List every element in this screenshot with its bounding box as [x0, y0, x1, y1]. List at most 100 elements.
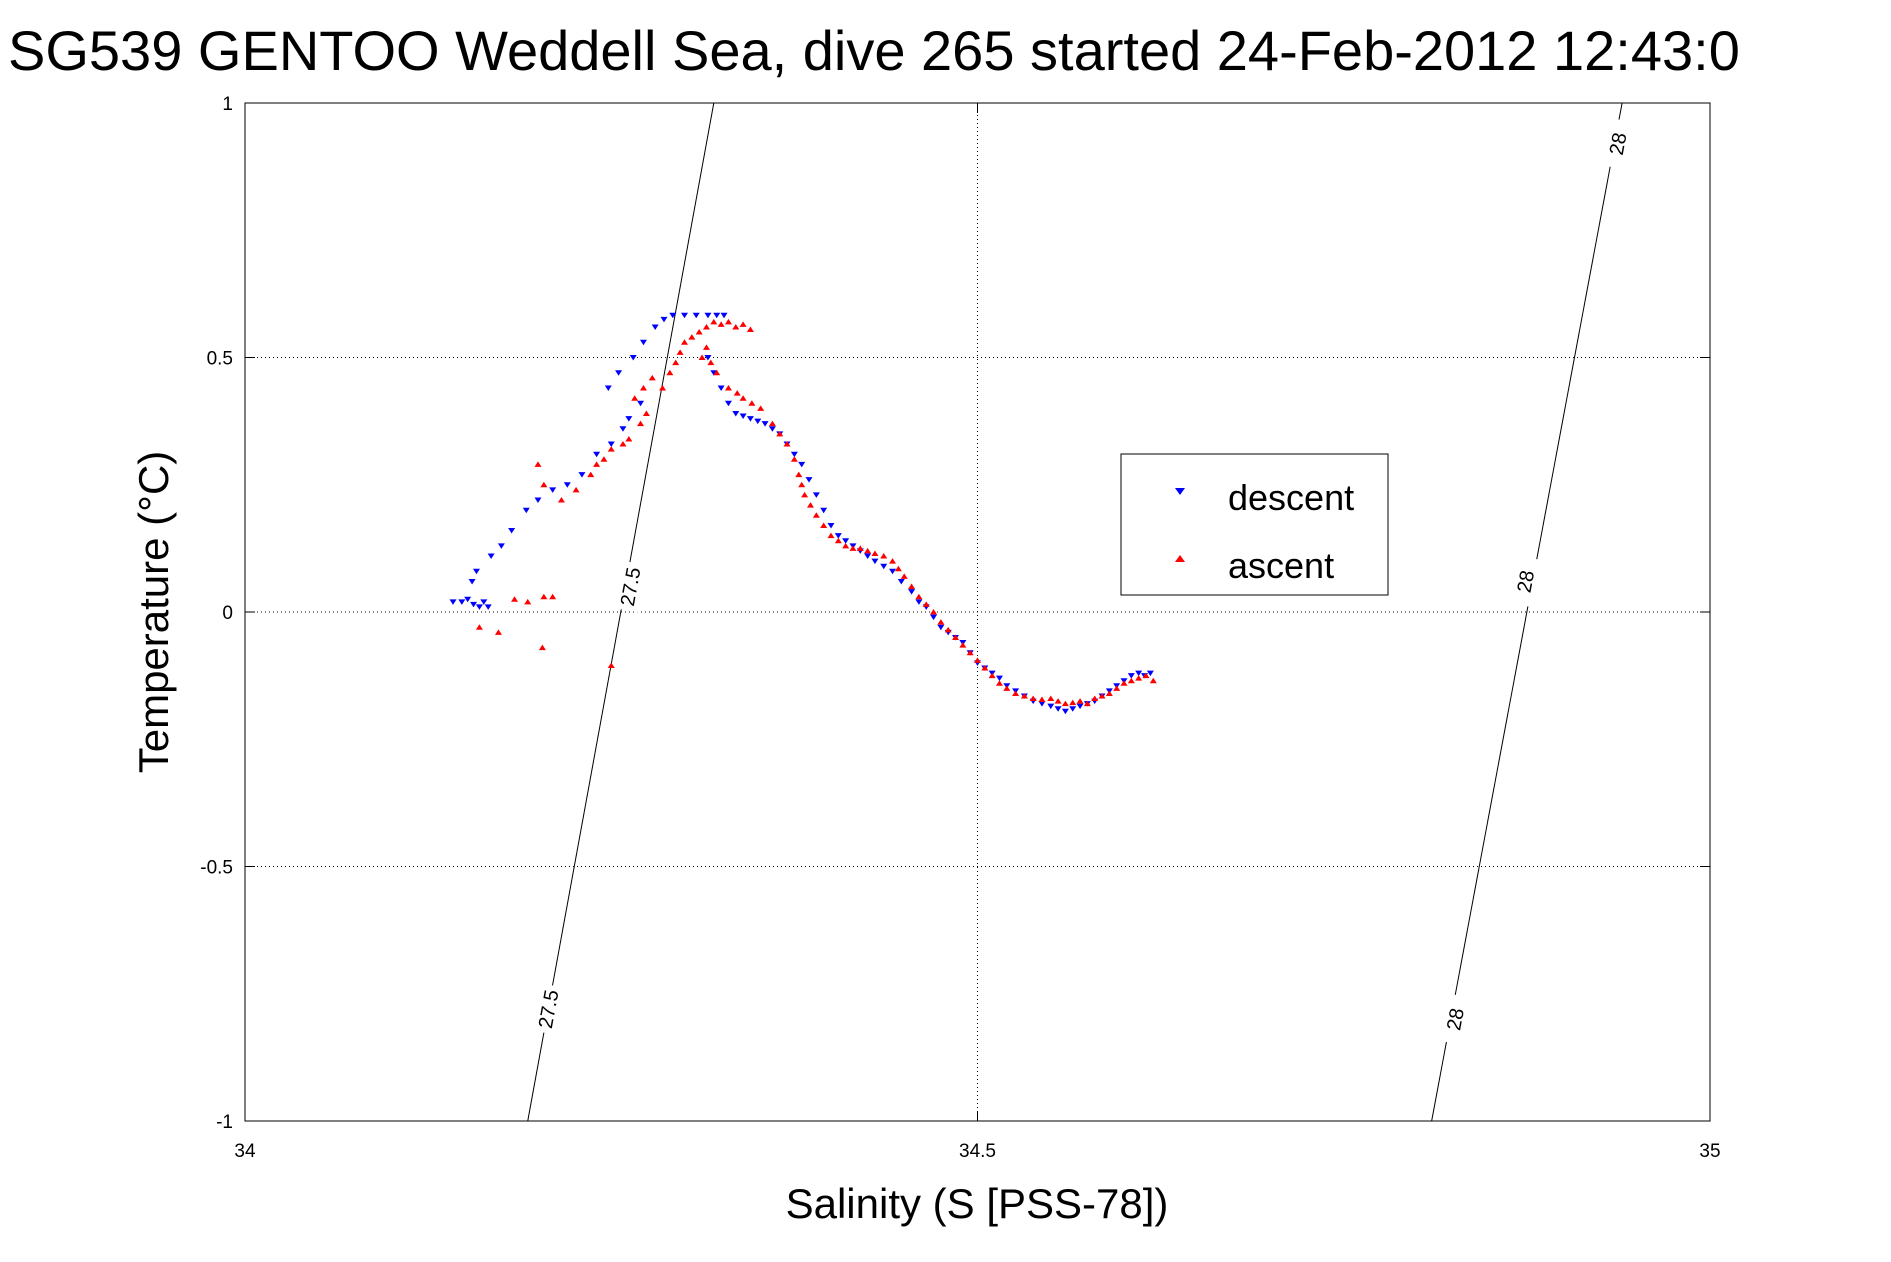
descent-point: [1127, 673, 1135, 679]
ascent-point: [988, 672, 996, 679]
legend-box: [1120, 453, 1389, 596]
ascent-point: [695, 329, 703, 335]
descent-point: [871, 558, 879, 565]
descent-point: [604, 385, 612, 392]
ascent-point: [1076, 698, 1084, 704]
ascent-point: [607, 662, 615, 668]
ascent-point: [676, 349, 684, 355]
descent-point: [1038, 701, 1046, 707]
descent-point: [472, 568, 480, 575]
ascent-point: [1149, 677, 1157, 684]
descent-point: [458, 599, 466, 605]
legend: descent ascent: [1120, 453, 1389, 596]
descent-point: [660, 316, 668, 323]
descent-point: [681, 312, 688, 319]
descent-point: [593, 451, 601, 458]
ascent-point: [856, 545, 864, 551]
ascent-point: [806, 502, 814, 508]
ascent-point: [717, 321, 725, 327]
descent-point: [484, 604, 492, 610]
ascent-point: [1003, 685, 1011, 691]
legend-descent-marker: [1175, 488, 1185, 495]
descent-point: [897, 578, 905, 585]
legend-ascent-label: ascent: [1228, 545, 1334, 586]
ascent-point: [1091, 695, 1099, 702]
legend-ascent-marker: [1175, 555, 1185, 562]
ascent-point: [966, 649, 974, 656]
x-axis-label: Salinity (S [PSS-78]): [786, 1180, 1169, 1227]
ascent-point: [790, 456, 798, 462]
ascent-point: [849, 545, 857, 551]
x-tick-label: 34.5: [959, 1141, 996, 1162]
ascent-point: [739, 395, 747, 401]
ascent-point: [724, 385, 732, 391]
descent-point: [487, 553, 495, 560]
ascent-point: [710, 318, 718, 325]
ascent-point: [795, 471, 803, 478]
descent-point: [651, 324, 659, 330]
ascent-point: [776, 430, 784, 437]
ascent-point: [702, 323, 710, 330]
ascent-point: [1127, 677, 1135, 684]
descent-point: [864, 553, 872, 560]
ascent-point: [1120, 680, 1128, 686]
ascent-point: [557, 497, 565, 503]
ascent-point: [959, 642, 967, 648]
contour-label-bg: [1600, 117, 1635, 170]
legend-descent-label: descent: [1228, 477, 1354, 518]
ascent-point: [1105, 690, 1113, 696]
axis-ticks: 34 34.5 35 -1 -0.5 0 0.5 1: [200, 94, 1720, 1162]
ascent-point: [1020, 692, 1028, 699]
ascent-point: [1054, 698, 1062, 704]
ascent-point: [724, 318, 732, 325]
ascent-point: [798, 481, 806, 488]
descent-point: [1061, 708, 1069, 715]
ascent-point: [900, 573, 908, 579]
ascent-point: [733, 390, 741, 396]
contour-label-bg: [531, 983, 566, 1035]
descent-point: [834, 533, 842, 539]
descent-point: [480, 599, 488, 605]
ascent-point: [475, 624, 483, 630]
y-axis-label: Temperature (°C): [130, 451, 177, 774]
contour-label-bg: [1437, 993, 1473, 1046]
descent-point: [629, 355, 637, 361]
ascent-point: [1113, 685, 1121, 691]
descent-point: [578, 472, 586, 478]
descent-point: [827, 522, 835, 529]
ascent-point: [1061, 700, 1069, 707]
ascent-point: [894, 565, 902, 572]
ascent-point: [593, 461, 601, 467]
descent-point: [880, 563, 888, 570]
descent-point: [449, 599, 457, 605]
ascent-point: [587, 471, 595, 478]
ascent-point: [511, 596, 519, 602]
ascent-point: [889, 558, 897, 564]
y-tick-label: -1: [216, 1112, 233, 1133]
ascent-point: [908, 583, 916, 590]
grid: [245, 103, 1710, 1121]
descent-point: [704, 355, 712, 361]
contour-label: 28: [1606, 131, 1632, 157]
descent-point: [995, 675, 1003, 682]
descent-point: [739, 413, 747, 420]
ascent-point: [739, 321, 747, 327]
descent-point: [1047, 703, 1055, 710]
ascent-point: [1098, 692, 1106, 699]
x-tick-label: 35: [1699, 1141, 1720, 1162]
descent-point: [713, 312, 721, 319]
descent-point: [549, 487, 557, 493]
ascent-point: [549, 593, 557, 600]
descent-point: [468, 578, 476, 585]
descent-point: [908, 589, 916, 595]
descent-point: [1135, 670, 1143, 677]
ascent-point: [524, 598, 532, 605]
ascent-point: [995, 680, 1003, 686]
ascent-point: [688, 334, 696, 340]
ascent-point: [540, 593, 548, 600]
descent-point: [761, 421, 769, 427]
descent-point: [464, 596, 472, 603]
ascent-point: [713, 369, 721, 376]
